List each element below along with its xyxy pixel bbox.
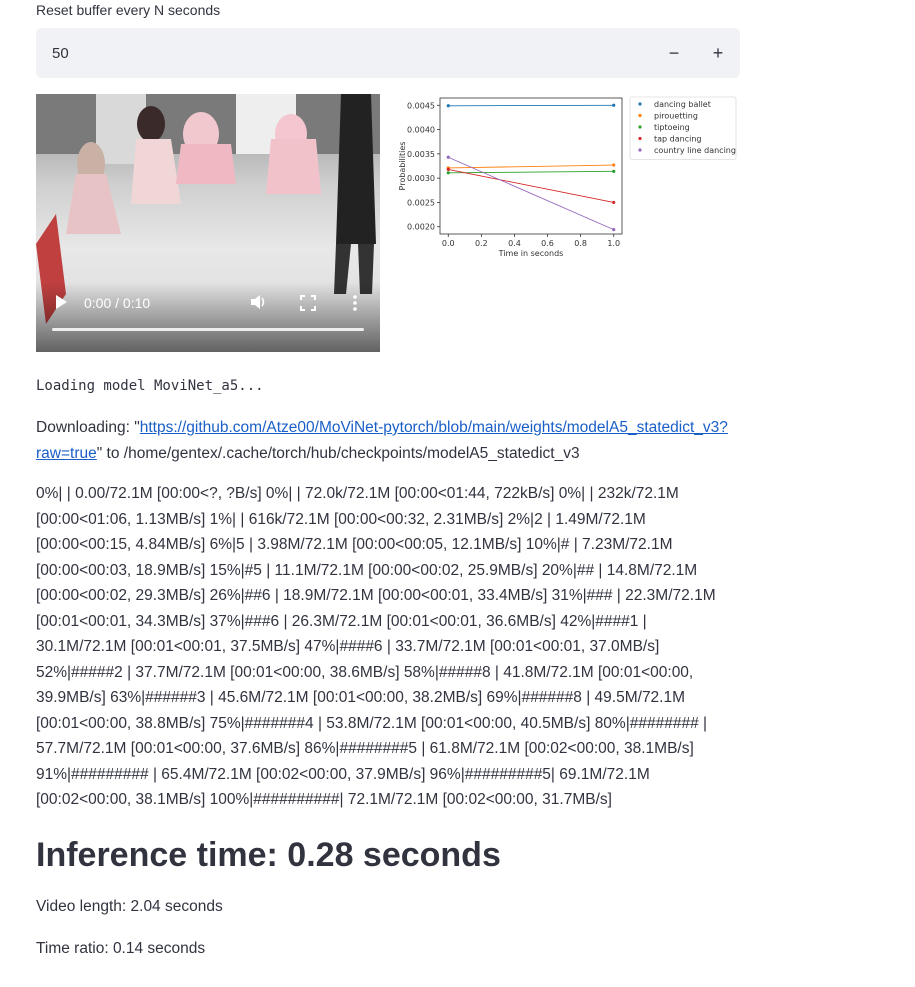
legend-entry: pirouetting [654, 112, 698, 121]
reset-buffer-number-input: 50 − + [36, 28, 740, 78]
data-point [446, 104, 450, 108]
video-player[interactable]: 0:00 / 0:10 [36, 94, 380, 352]
data-point [446, 171, 450, 175]
x-tick-label: 0.0 [442, 239, 455, 248]
fullscreen-icon[interactable] [300, 295, 316, 314]
legend-marker [638, 102, 642, 106]
y-tick-label: 0.0035 [407, 150, 435, 159]
reset-buffer-label: Reset buffer every N seconds [36, 2, 221, 18]
y-tick-label: 0.0030 [407, 174, 435, 183]
decrement-button[interactable]: − [668, 42, 680, 63]
time-ratio-text: Time ratio: 0.14 seconds [36, 940, 206, 957]
legend-marker [638, 148, 642, 152]
download-message: Downloading: "https://github.com/Atze00/… [36, 415, 736, 466]
play-icon[interactable] [54, 294, 68, 313]
inference-time-heading: Inference time: 0.28 seconds [36, 836, 501, 874]
x-tick-label: 0.2 [475, 239, 488, 248]
data-point [612, 169, 616, 173]
series-line [448, 156, 614, 231]
video-time: 0:00 / 0:10 [84, 295, 151, 311]
data-point [612, 200, 616, 205]
series-line [448, 170, 614, 174]
reset-buffer-value[interactable]: 50 [52, 44, 69, 62]
download-suffix: " to /home/gentex/.cache/torch/hub/check… [96, 444, 580, 462]
x-tick-label: 0.4 [508, 239, 521, 248]
legend-marker [638, 113, 642, 118]
probability-chart: 0.0 0.2 0.4 0.6 0.8 1.0 0.0020 0.0025 0.0030 0.00… [398, 96, 737, 258]
series-line [448, 164, 614, 169]
legend-entry: dancing ballet [654, 100, 711, 109]
video-progress-bar[interactable] [52, 328, 364, 331]
weights-download-link[interactable]: https://github.com/Atze00/MoViNet-pytorc… [36, 419, 728, 462]
legend-marker [638, 136, 642, 141]
y-axis-label: Probabilities [398, 142, 407, 191]
plot-area [439, 97, 623, 235]
more-options-icon[interactable] [352, 294, 358, 315]
data-point [612, 103, 616, 107]
data-point [446, 167, 450, 171]
legend-marker [638, 125, 642, 129]
x-tick-label: 1.0 [607, 239, 620, 248]
data-point [612, 228, 616, 232]
legend-entry: tiptoeing [654, 123, 690, 132]
y-tick-label: 0.0045 [407, 101, 435, 110]
x-tick-label: 0.6 [541, 239, 554, 248]
y-tick-label: 0.0040 [407, 126, 435, 135]
legend-box [629, 96, 737, 160]
data-point [446, 155, 450, 159]
increment-button[interactable]: + [712, 42, 724, 63]
x-axis-label: Time in seconds [498, 249, 564, 258]
y-tick-label: 0.0025 [407, 198, 435, 207]
download-progress-log: 0%| | 0.00/72.1M [00:00<?, ?B/s] 0%| | 7… [36, 485, 716, 808]
legend-entry: tap dancing [654, 135, 701, 144]
volume-icon[interactable] [250, 294, 268, 313]
video-controls [36, 282, 380, 352]
series-line [448, 168, 614, 203]
x-tick-label: 0.8 [574, 239, 587, 248]
y-tick-label: 0.0020 [407, 223, 435, 232]
video-length-text: Video length: 2.04 seconds [36, 898, 223, 915]
data-point [612, 163, 616, 167]
loading-model-text: Loading model MoviNet_a5... [36, 378, 264, 394]
download-prefix: Downloading: " [36, 419, 140, 436]
legend-entry: country line dancing [654, 146, 736, 155]
